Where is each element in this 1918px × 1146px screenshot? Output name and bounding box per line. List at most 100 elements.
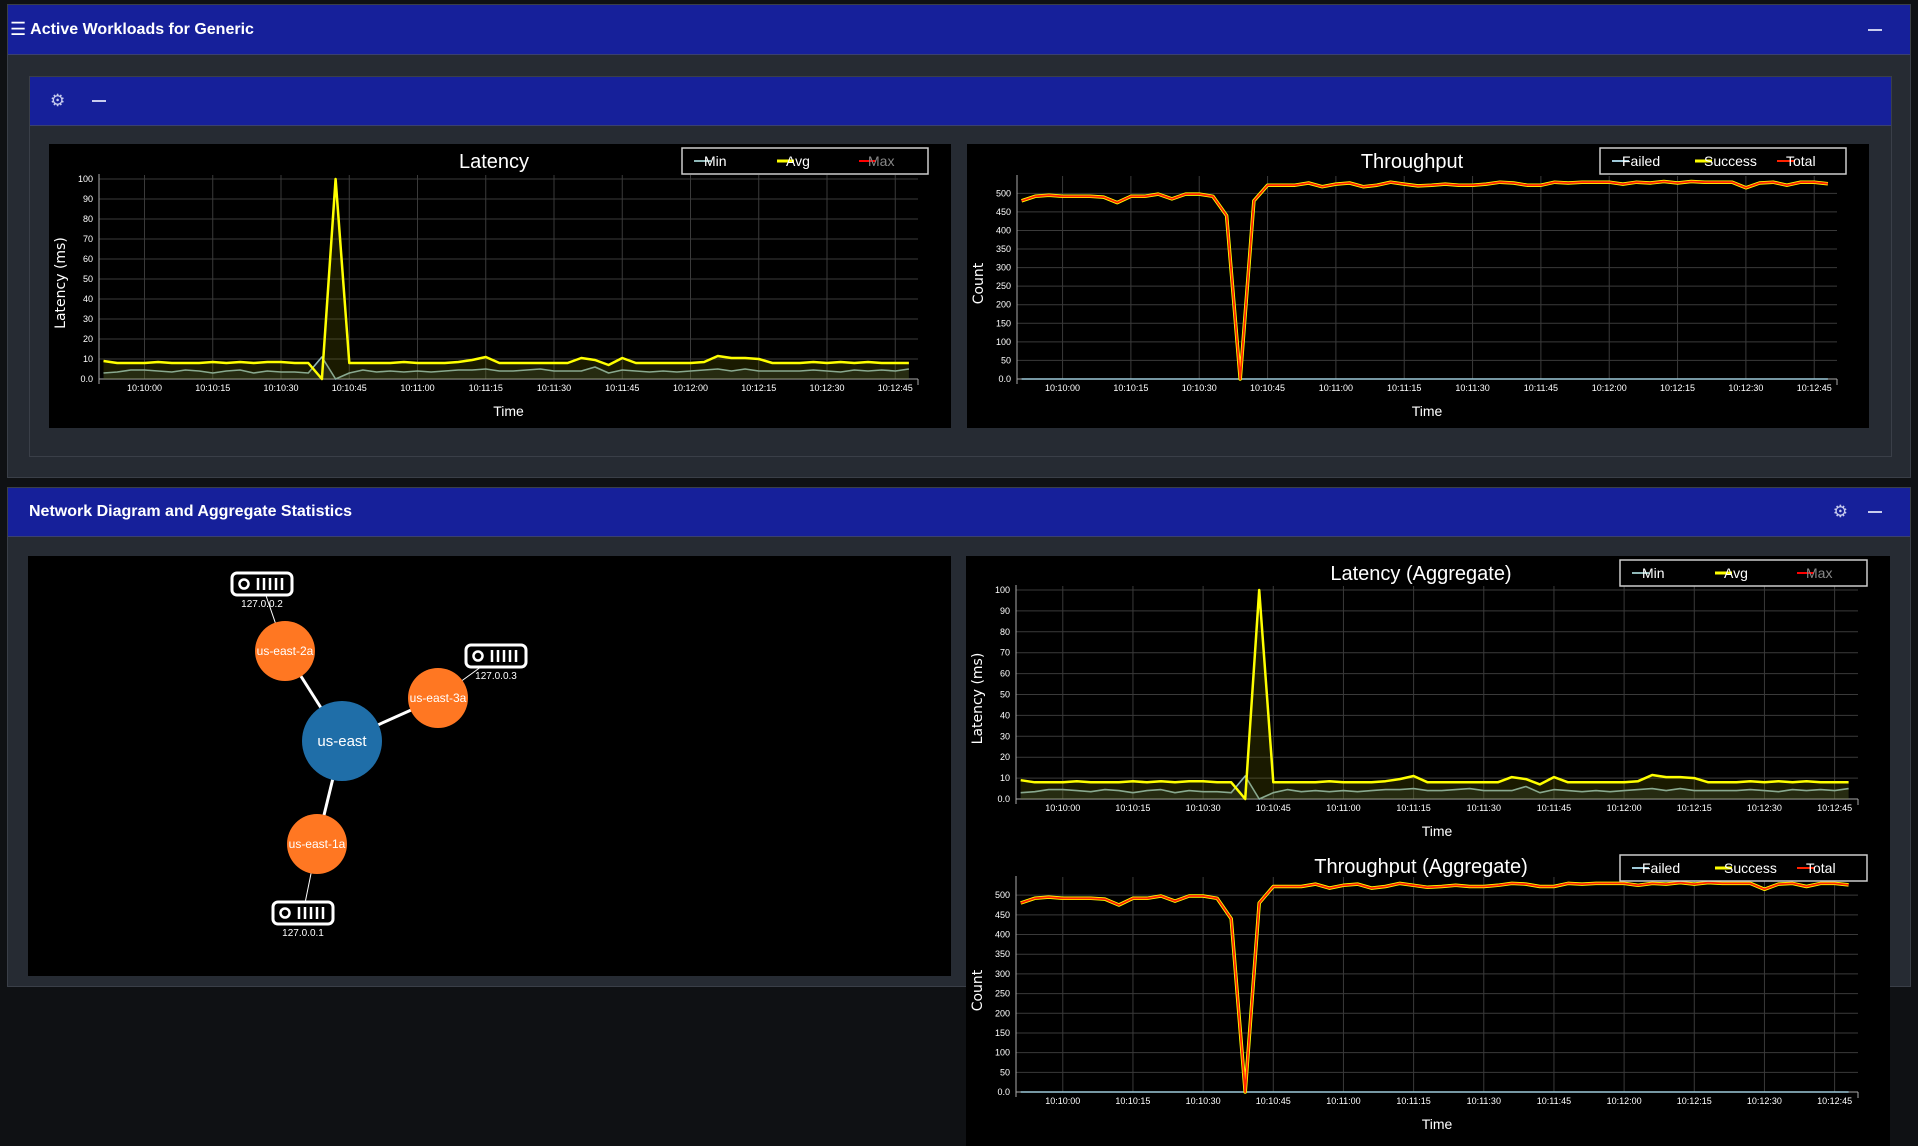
- series-line-avg: [1020, 588, 1849, 801]
- legend-item-avg[interactable]: Avg: [1715, 565, 1748, 581]
- gear-icon[interactable]: ⚙: [1832, 502, 1848, 521]
- y-tick-label: 200: [996, 300, 1011, 310]
- series-line-min: [103, 356, 910, 380]
- legend-item-min[interactable]: Min: [1632, 565, 1665, 581]
- server-label: 127.0.0.2: [241, 599, 283, 610]
- legend: Failed Success Total: [1599, 147, 1847, 175]
- network-diagram-svg: us-east us-east-2a 127.0.0.2 us-east-3a 127.…: [230, 571, 528, 939]
- workload-card-header: ⚙: [30, 77, 1891, 126]
- legend-item-total[interactable]: Total: [1777, 153, 1816, 169]
- x-tick-label: 10:10:15: [1115, 803, 1150, 813]
- y-tick-label: 200: [995, 1008, 1010, 1018]
- throughput-aggregate-chart: 0.0 50 100 150 200 250 300 350 400 450 500 10:10:00…: [966, 851, 1890, 1146]
- x-axis-label: Time: [1412, 403, 1443, 419]
- y-tick-label: 50: [1001, 355, 1011, 365]
- y-tick-label: 100: [995, 585, 1010, 595]
- y-tick-label: 400: [996, 225, 1011, 235]
- y-tick-label: 0.0: [80, 374, 93, 384]
- y-tick-label: 50: [83, 274, 93, 284]
- legend-item-total[interactable]: Total: [1797, 860, 1836, 876]
- y-tick-label: 80: [83, 214, 93, 224]
- x-tick-label: 10:12:45: [878, 383, 913, 393]
- x-tick-label: 10:11:45: [605, 383, 639, 393]
- y-tick-label: 450: [995, 910, 1010, 920]
- legend-label: Success: [1724, 860, 1777, 876]
- active-workloads-header: ☰ Active Workloads for Generic: [8, 5, 1910, 55]
- x-tick-label: 10:12:30: [1747, 803, 1782, 813]
- legend-label: Max: [868, 153, 894, 169]
- x-tick-label: 10:10:00: [1045, 803, 1080, 813]
- legend-box: [1619, 559, 1868, 587]
- chart-title: Throughput (Aggregate): [1314, 856, 1527, 878]
- y-tick-label: 350: [996, 244, 1011, 254]
- x-tick-label: 10:10:30: [1186, 1096, 1221, 1106]
- server-node[interactable]: 127.0.0.2: [230, 571, 294, 610]
- zone-node[interactable]: us-east-3a: [408, 668, 468, 728]
- zone-node-circle: [255, 621, 315, 681]
- y-tick-label: 50: [1000, 1067, 1010, 1077]
- legend: Failed Success Total: [1619, 854, 1868, 882]
- x-axis-label: Time: [1422, 823, 1453, 839]
- legend-item-failed[interactable]: Failed: [1632, 860, 1680, 876]
- x-tick-label: 10:11:15: [1396, 803, 1430, 813]
- y-tick-label: 150: [995, 1028, 1010, 1038]
- x-tick-label: 10:11:00: [1319, 383, 1353, 393]
- x-tick-label: 10:12:15: [741, 383, 776, 393]
- y-tick-label: 250: [995, 989, 1010, 999]
- zone-node-circle: [408, 668, 468, 728]
- y-tick-label: 30: [1000, 731, 1010, 741]
- legend-item-success[interactable]: Success: [1695, 153, 1757, 169]
- x-tick-label: 10:12:00: [1607, 1096, 1642, 1106]
- legend-item-failed[interactable]: Failed: [1612, 153, 1660, 169]
- x-tick-label: 10:12:00: [1607, 803, 1642, 813]
- region-node-circle: [302, 701, 382, 781]
- legend-item-max[interactable]: Max: [859, 153, 894, 169]
- legend-box: [1619, 854, 1868, 882]
- server-label: 127.0.0.1: [282, 928, 324, 939]
- y-tick-label: 100: [78, 174, 93, 184]
- y-tick-label: 90: [1000, 606, 1010, 616]
- x-tick-label: 10:11:30: [1455, 383, 1489, 393]
- minimize-button[interactable]: [92, 100, 106, 102]
- x-tick-label: 10:11:45: [1524, 383, 1558, 393]
- x-tick-label: 10:10:00: [127, 383, 162, 393]
- gear-icon[interactable]: ⚙: [50, 91, 66, 110]
- x-tick-label: 10:10:30: [1186, 803, 1221, 813]
- server-icon-light: [238, 578, 250, 590]
- x-tick-label: 10:11:30: [1467, 803, 1501, 813]
- region-node[interactable]: us-east: [302, 701, 382, 781]
- legend-item-success[interactable]: Success: [1715, 860, 1777, 876]
- y-tick-label: 300: [996, 263, 1011, 273]
- hamburger-icon[interactable]: ☰: [10, 19, 27, 39]
- x-tick-label: 10:10:15: [1115, 1096, 1150, 1106]
- y-tick-label: 80: [1000, 627, 1010, 637]
- x-tick-label: 10:10:15: [195, 383, 230, 393]
- zone-node[interactable]: us-east-2a: [255, 621, 315, 681]
- y-tick-label: 400: [995, 930, 1010, 940]
- server-node[interactable]: 127.0.0.3: [464, 643, 528, 682]
- legend-item-min[interactable]: Min: [694, 153, 727, 169]
- y-tick-label: 450: [996, 207, 1011, 217]
- series-line-success: [1021, 179, 1829, 381]
- y-tick-label: 60: [83, 254, 93, 264]
- y-tick-label: 20: [83, 334, 93, 344]
- minimize-button[interactable]: [1868, 511, 1882, 513]
- y-tick-label: 500: [996, 188, 1011, 198]
- legend: Min Avg Max: [1619, 559, 1868, 587]
- x-tick-label: 10:12:30: [1728, 383, 1763, 393]
- network-diagram: us-east us-east-2a 127.0.0.2 us-east-3a 127.…: [28, 556, 951, 976]
- chart-title: Latency: [459, 151, 529, 173]
- legend-label: Min: [1642, 565, 1665, 581]
- x-tick-label: 10:12:15: [1660, 383, 1695, 393]
- series-line-avg: [103, 177, 909, 381]
- legend-item-avg[interactable]: Avg: [777, 153, 810, 169]
- x-tick-label: 10:10:45: [1256, 803, 1291, 813]
- zone-node-label: us-east-3a: [410, 691, 467, 705]
- minimize-button[interactable]: [1868, 29, 1882, 31]
- legend-item-max[interactable]: Max: [1797, 565, 1832, 581]
- x-tick-label: 10:11:00: [400, 383, 434, 393]
- zone-node[interactable]: us-east-1a: [287, 814, 347, 874]
- server-node[interactable]: 127.0.0.1: [271, 900, 335, 939]
- y-tick-label: 90: [83, 194, 93, 204]
- server-icon-light: [279, 907, 291, 919]
